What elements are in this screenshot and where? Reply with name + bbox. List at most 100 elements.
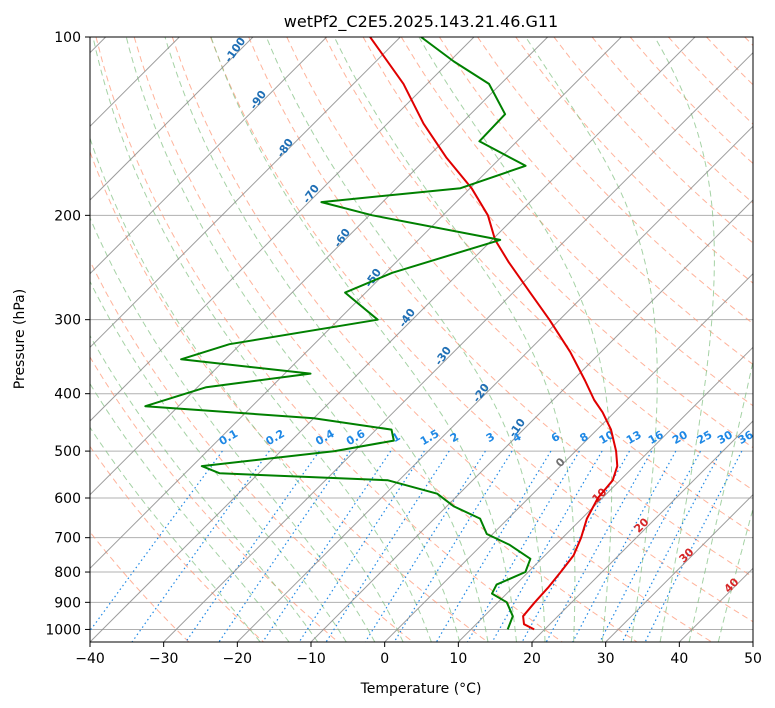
x-tick-label: 0: [380, 651, 389, 667]
plot-frame: [89, 36, 754, 643]
mixing-ratio-line: [262, 450, 392, 642]
y-axis-label: Pressure (hPa): [12, 289, 28, 389]
isotherm: [90, 37, 696, 642]
dry-adiabat: [706, 37, 753, 86]
mixing-ratio-line: [298, 450, 425, 642]
mixing-ratio-label: 30: [715, 428, 735, 447]
moist-adiabat: [525, 37, 658, 642]
isotherm: [163, 51, 753, 642]
dry-adiabat-label: -60: [331, 226, 353, 250]
profile-series: [144, 37, 619, 631]
moist-adiabat: [688, 358, 753, 642]
y-tick-label: 1000: [45, 622, 81, 638]
plot-area: 0.1 0.2 0.4 0.6 1 1.5 2 3 4 6 8 10 13 16 20 25 30 36-100-…: [90, 37, 756, 642]
moist-adiabat: [164, 37, 489, 642]
mixing-ratio-line: [131, 450, 270, 642]
mixing-ratio-label: 0.2: [263, 427, 286, 448]
moist-adiabat: [654, 37, 715, 642]
x-tick-label: −40: [75, 651, 105, 667]
x-tick-label: 40: [670, 651, 688, 667]
moist-adiabat: [90, 334, 319, 642]
dry-adiabat: [324, 37, 753, 491]
mixing-ratio-line: [621, 450, 722, 642]
dry-adiabat: [477, 37, 753, 325]
mixing-ratio-line: [218, 450, 351, 642]
isotherm: [310, 199, 753, 642]
pressure-gridlines: [90, 37, 753, 630]
dry-adiabat: [210, 37, 753, 623]
line-labels: 0.1 0.2 0.4 0.6 1 1.5 2 3 4 6 8 10 13 16 20 25 30 36-100-…: [217, 37, 756, 596]
mixing-ratio-label: 1.5: [418, 427, 441, 448]
mixing-ratio-line: [435, 450, 552, 642]
chart-title: wetPf2_C2E5.2025.143.21.46.G11: [284, 12, 558, 32]
isotherm: [531, 420, 753, 642]
dry-adiabat: [90, 150, 488, 642]
dry-adiabat: [744, 37, 753, 47]
isotherm: [678, 567, 753, 642]
x-tick-label: 30: [597, 651, 615, 667]
mixing-ratio-line: [90, 450, 223, 632]
isotherm: [90, 37, 549, 496]
y-tick-label: 100: [54, 30, 81, 46]
isotherm: [384, 272, 753, 642]
x-tick-label: 20: [523, 651, 541, 667]
moist-adiabat: [418, 37, 613, 642]
dry-adiabat: [90, 259, 414, 642]
isotherm: [752, 641, 753, 642]
mixing-ratio-label: 36: [736, 428, 756, 447]
moist-adiabat: [90, 426, 261, 642]
mixing-ratio-label: 13: [624, 428, 644, 447]
dry-adiabat-label: -20: [470, 381, 492, 405]
x-tick-label: 50: [744, 651, 762, 667]
dry-adiabat: [95, 37, 563, 642]
x-tick-label: −10: [296, 651, 326, 667]
isotherm: [90, 37, 475, 422]
moist-adiabat: [92, 37, 432, 642]
y-tick-label: 700: [54, 531, 81, 547]
dry-adiabat-label: -70: [300, 182, 322, 206]
moist-adiabat-label: 40: [722, 575, 742, 595]
temperature-profile-line: [369, 37, 619, 631]
isotherm: [605, 493, 753, 642]
isotherm: [90, 37, 328, 275]
mixing-ratio-line: [325, 450, 450, 642]
mixing-ratio-line: [545, 450, 653, 642]
isotherm: [90, 37, 401, 349]
moist-adiabat-label: 30: [677, 545, 697, 565]
isotherm: [236, 125, 753, 642]
dry-adiabat: [90, 356, 339, 642]
moist-adiabat-label: 20: [632, 515, 652, 535]
isotherm: [457, 346, 753, 642]
isotherm: [90, 37, 622, 570]
y-tick-label: 600: [54, 491, 81, 507]
mixing-ratio-label: 0.1: [217, 427, 240, 448]
dry-adiabat: [438, 37, 753, 366]
moist-adiabat: [90, 280, 347, 642]
moist-adiabat: [90, 136, 404, 642]
mixing-ratio-label: 20: [670, 428, 690, 447]
dry-adiabat-label: -30: [432, 344, 454, 368]
moist-adiabat: [90, 216, 376, 642]
dry-adiabat: [248, 37, 753, 578]
moist-adiabat: [265, 37, 546, 642]
y-tick-label: 500: [54, 444, 81, 460]
mixing-ratio-line: [572, 450, 677, 642]
moist-adiabat: [717, 507, 753, 642]
dry-adiabat-label: -90: [247, 88, 269, 112]
y-tick-label: 800: [54, 565, 81, 581]
mixing-ratio-line: [521, 450, 631, 642]
y-tick-label: 300: [54, 313, 81, 329]
dry-adiabat: [90, 445, 264, 642]
moist-adiabat: [90, 382, 290, 642]
y-tick-label: 900: [54, 595, 81, 611]
isotherm: [90, 37, 254, 201]
moist-adiabat: [125, 37, 461, 642]
dewpoint-profile-line: [144, 37, 532, 630]
x-tick-label: −30: [149, 651, 179, 667]
x-axis-label: Temperature (°C): [360, 681, 482, 697]
mixing-ratio-label: 2: [448, 430, 461, 445]
mixing-ratio-label: 0.4: [313, 427, 337, 448]
axes: −40 −30 −20 −10 0 10 20 30 40 50 100 200 300 400 500 60…: [45, 30, 762, 667]
dry-adiabat-label: -80: [274, 136, 296, 160]
